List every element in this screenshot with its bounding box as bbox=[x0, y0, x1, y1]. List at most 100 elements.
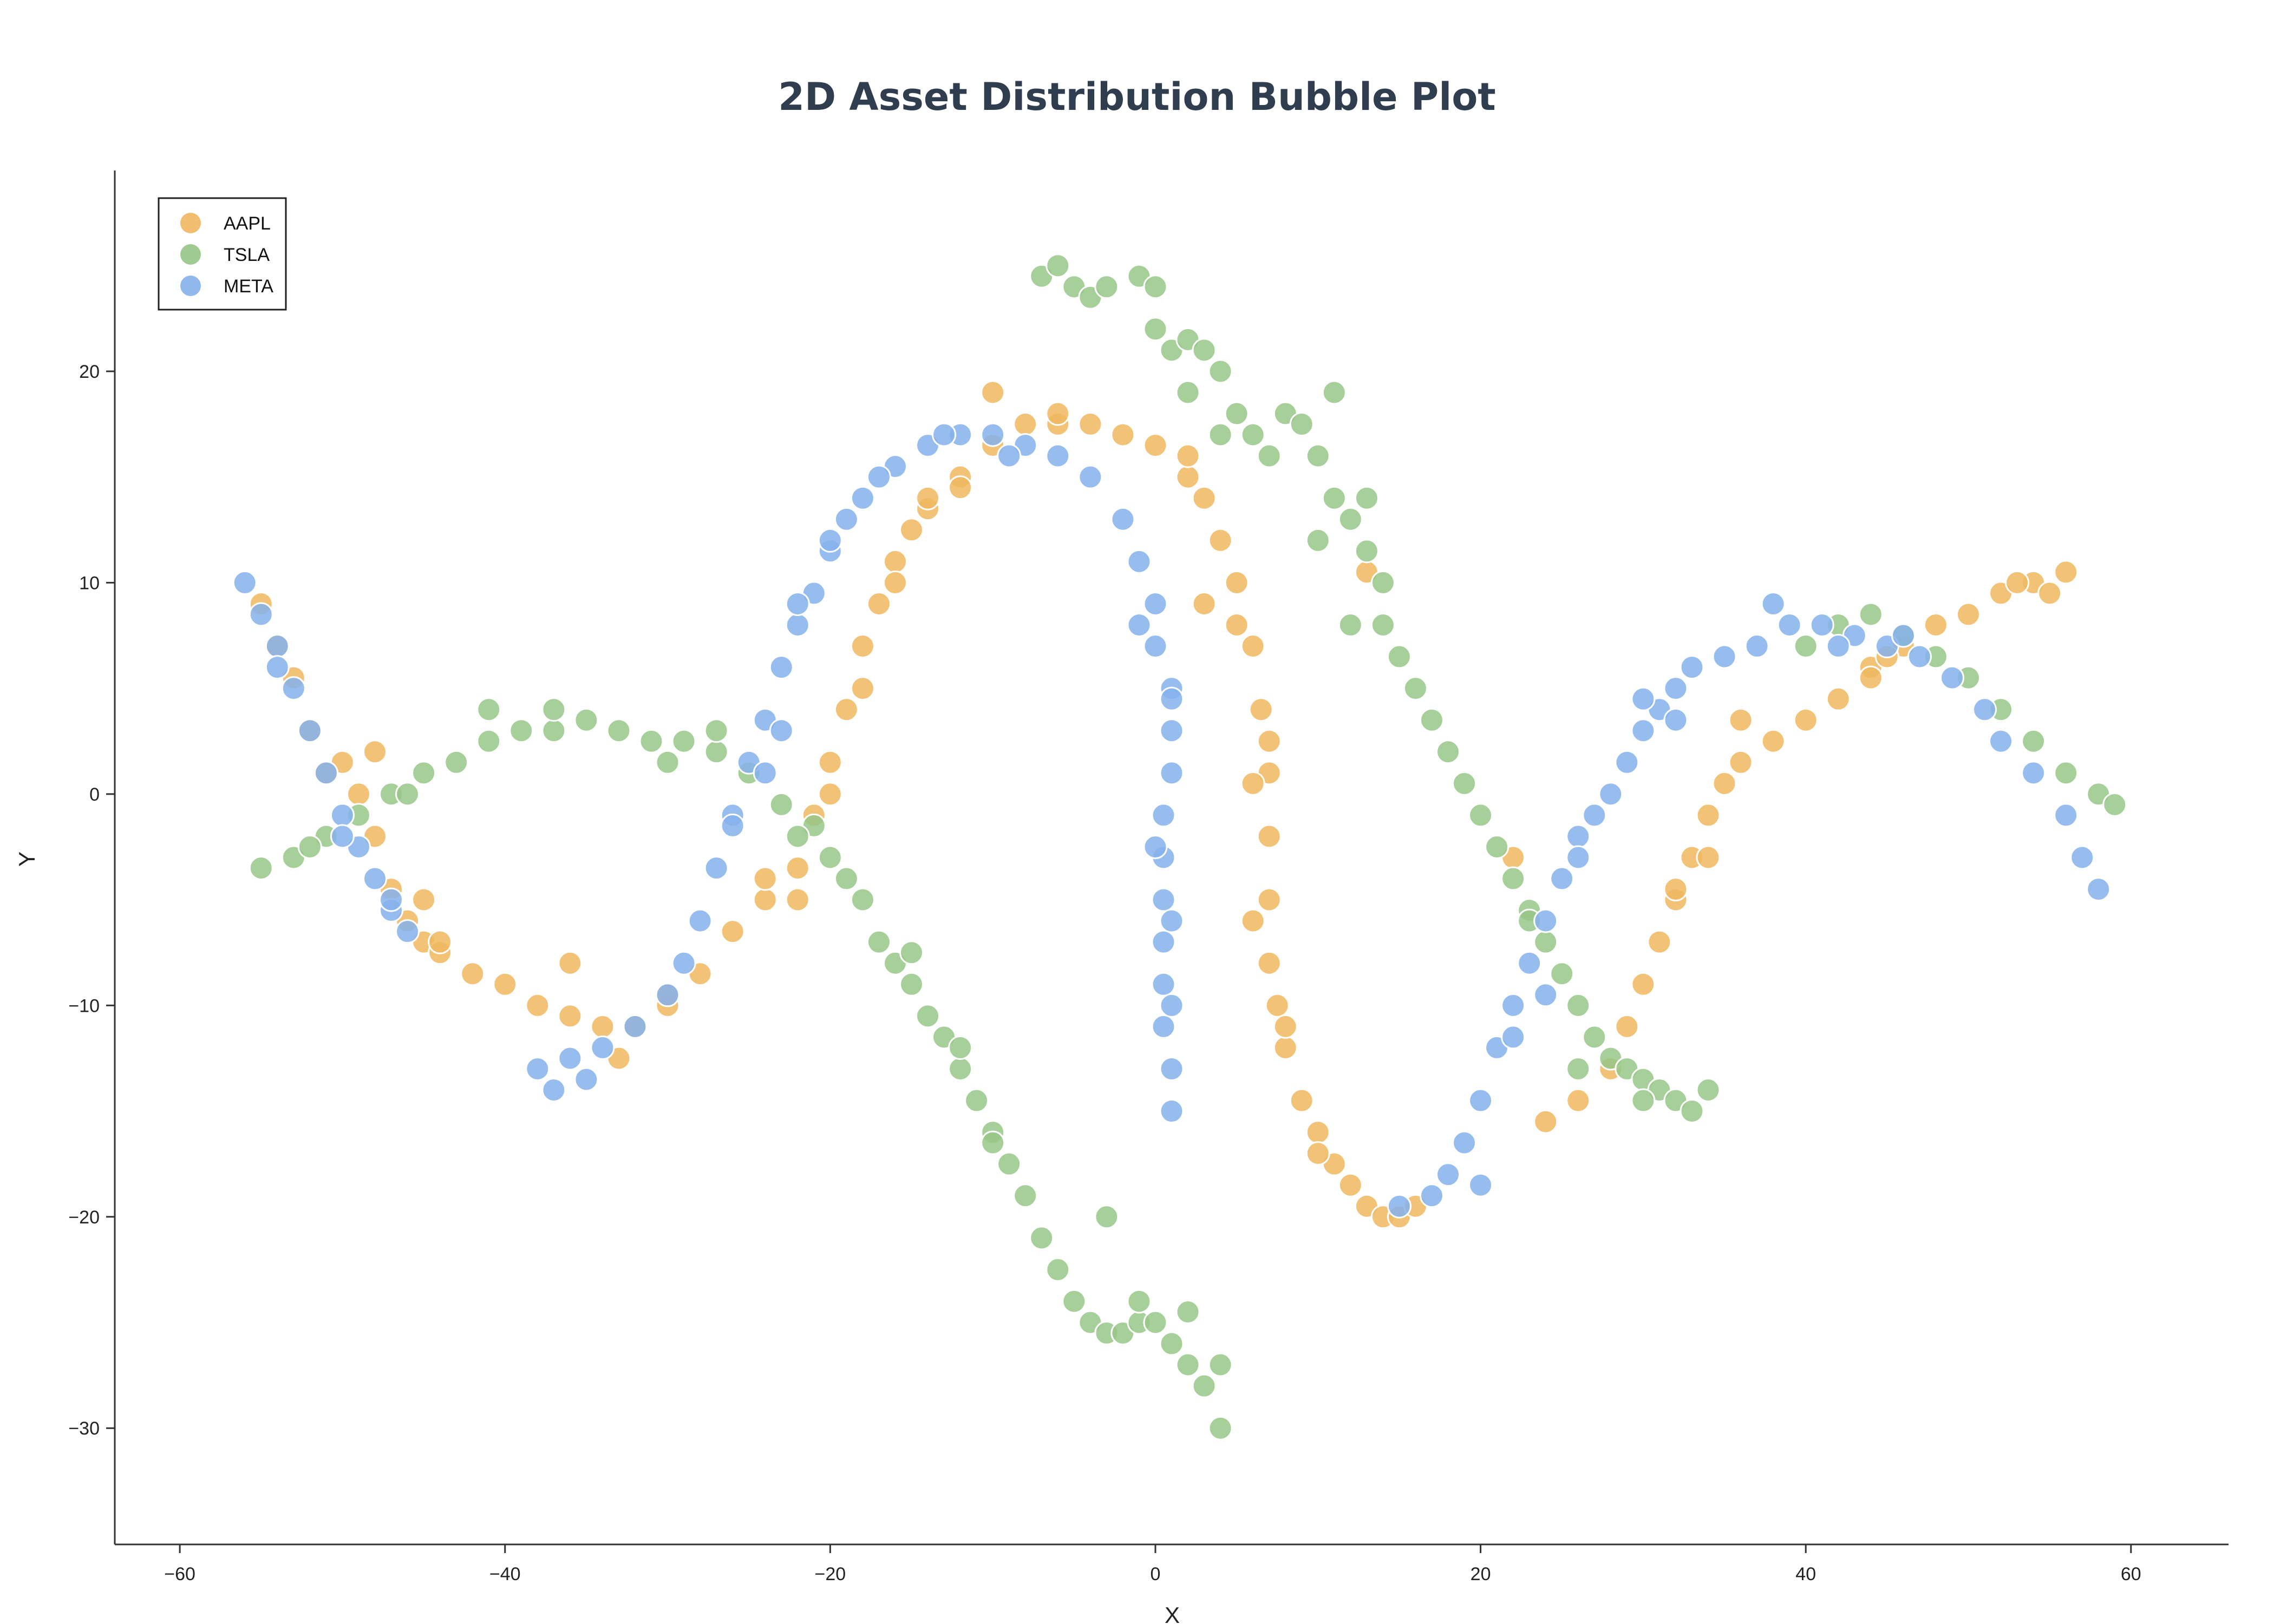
legend-marker-tsla bbox=[180, 244, 201, 265]
data-point-aapl bbox=[1826, 686, 1851, 711]
data-point-tsla bbox=[1175, 1352, 1200, 1377]
data-point-meta bbox=[1127, 549, 1152, 574]
data-point-tsla bbox=[1192, 1373, 1217, 1398]
data-point-aapl bbox=[1208, 528, 1233, 553]
data-point-tsla bbox=[655, 750, 680, 775]
data-point-aapl bbox=[948, 475, 973, 500]
data-point-tsla bbox=[1305, 443, 1330, 468]
data-point-aapl bbox=[866, 591, 891, 616]
data-point-meta bbox=[1533, 983, 1558, 1007]
data-point-tsla bbox=[1208, 422, 1233, 447]
data-point-meta bbox=[981, 422, 1005, 447]
data-point-aapl bbox=[1663, 877, 1688, 902]
data-point-meta bbox=[1663, 676, 1688, 701]
y-tick-label: 20 bbox=[79, 362, 100, 382]
data-point-meta bbox=[281, 676, 306, 701]
data-point-tsla bbox=[1452, 771, 1477, 796]
data-point-meta bbox=[1452, 1130, 1477, 1155]
data-point-tsla bbox=[1387, 644, 1412, 669]
data-point-tsla bbox=[541, 718, 566, 743]
data-point-aapl bbox=[558, 951, 583, 975]
data-point-tsla bbox=[1419, 708, 1444, 732]
legend-marker-meta bbox=[180, 276, 201, 296]
data-point-meta bbox=[362, 866, 387, 891]
data-point-aapl bbox=[2054, 560, 2079, 585]
data-point-tsla bbox=[1550, 961, 1574, 986]
legend-label-aapl: AAPL bbox=[224, 213, 271, 234]
data-point-tsla bbox=[1208, 1416, 1233, 1440]
data-point-meta bbox=[1517, 951, 1542, 975]
data-point-meta bbox=[1582, 803, 1607, 828]
data-point-meta bbox=[1159, 908, 1184, 933]
data-point-aapl bbox=[1143, 433, 1168, 458]
data-point-meta bbox=[232, 570, 257, 595]
data-point-meta bbox=[1159, 718, 1184, 743]
data-point-aapl bbox=[753, 887, 777, 912]
data-point-tsla bbox=[1240, 422, 1265, 447]
data-point-aapl bbox=[1192, 591, 1217, 616]
data-point-aapl bbox=[1793, 708, 1818, 732]
data-point-tsla bbox=[606, 718, 631, 743]
data-point-tsla bbox=[1631, 1088, 1656, 1113]
data-point-meta bbox=[1712, 644, 1737, 669]
data-point-meta bbox=[834, 507, 859, 532]
y-tick-label: −30 bbox=[68, 1418, 100, 1439]
data-point-aapl bbox=[1224, 612, 1249, 637]
data-point-aapl bbox=[525, 993, 550, 1018]
data-point-meta bbox=[1501, 1025, 1526, 1050]
data-point-aapl bbox=[1257, 887, 1282, 912]
legend: AAPL TSLA META bbox=[158, 197, 287, 311]
data-point-meta bbox=[2054, 803, 2079, 828]
data-point-aapl bbox=[1240, 771, 1265, 796]
data-point-tsla bbox=[1257, 443, 1282, 468]
data-point-tsla bbox=[964, 1088, 989, 1113]
data-point-meta bbox=[1550, 866, 1574, 891]
data-point-tsla bbox=[1208, 1352, 1233, 1377]
data-point-tsla bbox=[1436, 739, 1461, 764]
data-point-tsla bbox=[1127, 1289, 1152, 1314]
data-point-meta bbox=[997, 443, 1022, 468]
data-point-aapl bbox=[1110, 422, 1135, 447]
data-point-tsla bbox=[1533, 929, 1558, 954]
data-point-tsla bbox=[2102, 792, 2127, 817]
data-point-aapl bbox=[1257, 951, 1282, 975]
data-point-tsla bbox=[1696, 1078, 1721, 1103]
legend-marker-aapl bbox=[180, 213, 201, 233]
data-point-meta bbox=[265, 655, 290, 680]
data-point-meta bbox=[1566, 824, 1591, 849]
data-point-meta bbox=[265, 634, 290, 659]
data-point-meta bbox=[785, 591, 810, 616]
data-point-tsla bbox=[1094, 274, 1119, 299]
data-point-meta bbox=[1127, 612, 1152, 637]
data-point-meta bbox=[249, 602, 273, 627]
x-tick-label: −60 bbox=[164, 1564, 195, 1584]
data-point-tsla bbox=[1289, 412, 1314, 437]
data-point-tsla bbox=[1582, 1025, 1607, 1050]
data-point-aapl bbox=[883, 570, 907, 595]
y-tick-label: 10 bbox=[79, 573, 100, 593]
data-point-meta bbox=[1468, 1088, 1493, 1113]
data-point-aapl bbox=[2037, 581, 2062, 606]
data-point-tsla bbox=[1322, 380, 1347, 405]
data-point-aapl bbox=[785, 856, 810, 881]
data-point-tsla bbox=[1322, 486, 1347, 510]
data-point-tsla bbox=[1338, 612, 1363, 637]
chart-title: 2D Asset Distribution Bubble Plot bbox=[778, 75, 1496, 119]
data-point-tsla bbox=[476, 697, 501, 722]
x-tick-label: 20 bbox=[1471, 1564, 1491, 1584]
data-point-meta bbox=[1159, 761, 1184, 785]
data-point-meta bbox=[671, 951, 696, 975]
data-point-aapl bbox=[1761, 729, 1786, 754]
data-point-tsla bbox=[1680, 1099, 1704, 1124]
data-point-meta bbox=[1419, 1183, 1444, 1208]
data-point-tsla bbox=[1208, 359, 1233, 384]
data-point-aapl bbox=[850, 634, 875, 659]
data-point-aapl bbox=[1923, 612, 1948, 637]
data-point-meta bbox=[1761, 591, 1786, 616]
y-tick-label: −10 bbox=[68, 996, 100, 1016]
data-point-meta bbox=[1809, 612, 1834, 637]
data-point-meta bbox=[866, 464, 891, 489]
data-point-meta bbox=[379, 887, 404, 912]
data-point-meta bbox=[590, 1035, 615, 1060]
data-point-aapl bbox=[1257, 824, 1282, 849]
